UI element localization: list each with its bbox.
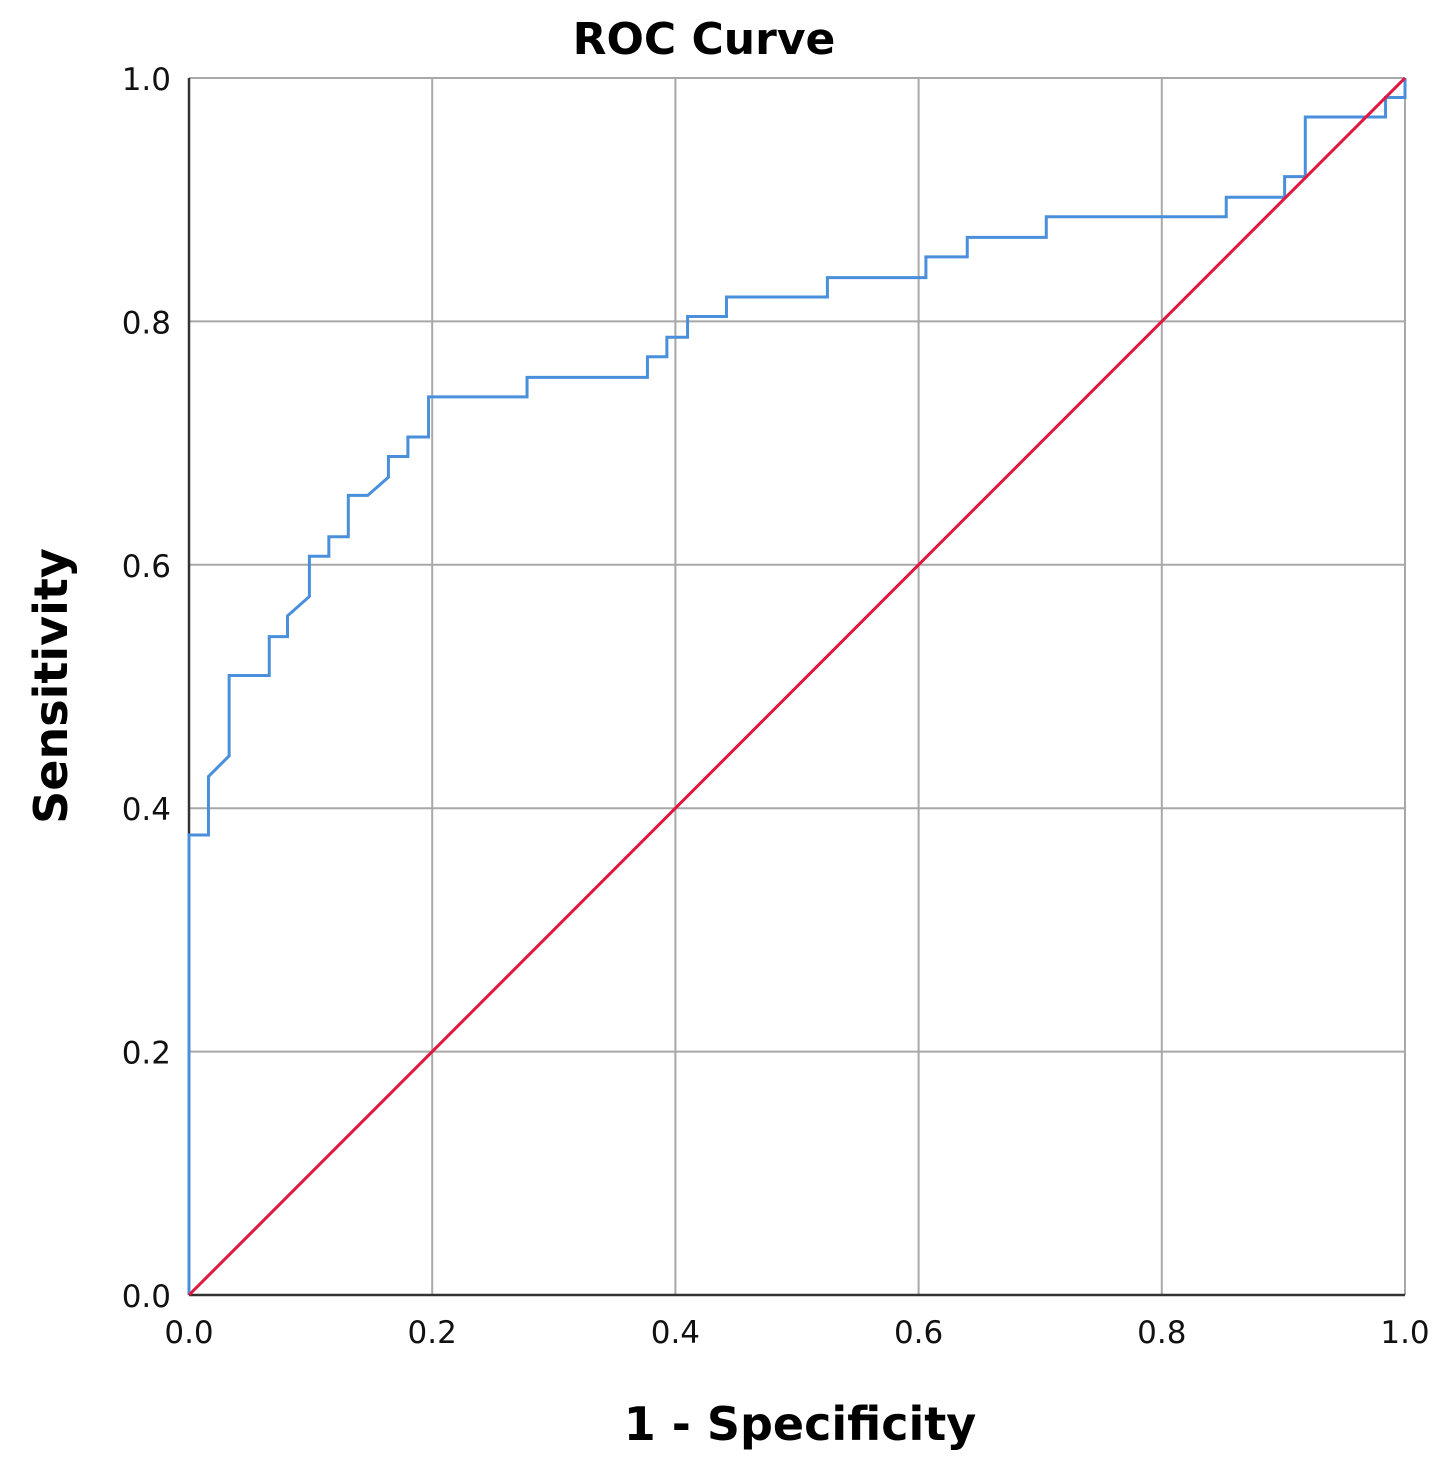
tick-labels: 0.0 0.2 0.4 0.6 0.8 1.0 0.0 0.2 0.4 0.6 0.8 1.0 — [122, 62, 1430, 1351]
x-tick-label: 0.0 — [164, 1315, 213, 1351]
y-tick-label: 0.4 — [122, 792, 171, 828]
x-tick-label: 0.2 — [408, 1315, 457, 1351]
y-tick-label: 0.0 — [122, 1279, 171, 1315]
series — [187, 76, 1407, 1297]
y-tick-label: 1.0 — [122, 62, 171, 98]
grid — [189, 77, 1406, 1295]
y-tick-label: 0.2 — [122, 1036, 171, 1072]
chart-title: ROC Curve — [573, 14, 836, 65]
roc-curve-line — [187, 78, 1407, 1295]
x-tick-label: 0.8 — [1137, 1315, 1186, 1351]
x-axis-label: 1 - Specificity — [624, 1397, 977, 1451]
y-axis-label: Sensitivity — [24, 548, 78, 824]
x-tick-label: 0.4 — [651, 1315, 700, 1351]
x-tick-label: 0.6 — [894, 1315, 943, 1351]
y-tick-label: 0.8 — [122, 305, 171, 341]
reference-diagonal-line — [187, 76, 1407, 1297]
y-tick-label: 0.6 — [122, 549, 171, 585]
x-tick-label: 1.0 — [1380, 1315, 1429, 1351]
